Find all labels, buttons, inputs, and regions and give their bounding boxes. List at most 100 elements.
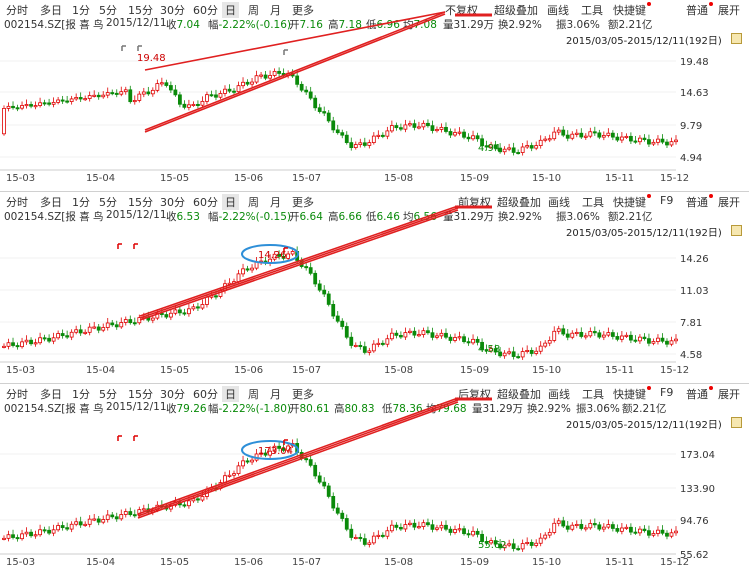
shortcut-button[interactable]: 快捷键 [613,2,651,18]
candle-down [110,322,115,326]
candle-up [471,135,475,140]
y-axis-tick-label: 9.79 [680,121,702,132]
kline-chart[interactable]: 19.48 14.63 9.79 4.94 15-03 15-04 15-05 15-06 15… [0,0,749,192]
x-axis-tick-label: 15-04 [86,173,115,184]
period-tab-multiday[interactable]: 多日 [40,196,62,209]
trend-annotation-line [137,397,459,515]
period-tab-timeshare[interactable]: 分时 [6,4,28,17]
period-tab-timeshare[interactable]: 分时 [6,196,28,209]
overlay-button[interactable]: 超级叠加 [494,4,538,17]
calendar-icon[interactable] [731,417,742,428]
x-axis-tick-label: 15-11 [605,173,634,184]
period-tab-day[interactable]: 日 [222,386,239,402]
candle-down [42,102,47,105]
candle-up [105,514,110,520]
period-tab-1min[interactable]: 1分 [72,388,90,401]
period-tab-more[interactable]: 更多 [292,388,314,401]
period-tab-more[interactable]: 更多 [292,196,314,209]
candle-down [304,89,309,93]
period-tab-day[interactable]: 日 [222,194,239,210]
period-tab-15min[interactable]: 15分 [128,196,153,209]
candle-down [15,345,20,348]
period-tab-5min[interactable]: 5分 [99,196,117,209]
period-tab-60min[interactable]: 60分 [193,196,218,209]
candle-up [250,459,254,463]
tools-button[interactable]: 工具 [582,388,604,401]
calendar-icon[interactable] [731,225,742,236]
tools-button[interactable]: 工具 [582,196,604,209]
normal-mode-button[interactable]: 普通 [686,386,713,402]
candle-up [376,534,381,537]
candle-down [335,129,340,134]
draw-line-button[interactable]: 画线 [548,196,570,209]
draw-line-button[interactable]: 画线 [548,388,570,401]
period-tab-timeshare[interactable]: 分时 [6,388,28,401]
period-tab-30min[interactable]: 30分 [160,388,185,401]
period-tab-30min[interactable]: 30分 [160,4,185,17]
period-tab-week[interactable]: 周 [248,388,259,401]
period-tab-month[interactable]: 月 [270,388,281,401]
calendar-icon[interactable] [731,33,742,44]
expand-button[interactable]: 展开 [718,196,740,209]
overlay-button[interactable]: 超级叠加 [497,196,541,209]
expand-button[interactable]: 展开 [718,388,740,401]
period-tab-1min[interactable]: 1分 [72,4,90,17]
candle-down [146,91,151,95]
period-tab-15min[interactable]: 15分 [128,4,153,17]
period-tab-multiday[interactable]: 多日 [40,4,62,17]
normal-mode-button[interactable]: 普通 [686,194,713,210]
x-axis-tick-label: 15-05 [160,557,189,568]
period-tab-15min[interactable]: 15分 [128,388,153,401]
shortcut-button[interactable]: 快捷键 [613,386,651,402]
candle-down [164,314,169,318]
candle-down [394,125,399,129]
candle-down [615,528,620,532]
candle-down [561,129,566,136]
period-tab-60min[interactable]: 60分 [193,4,218,17]
period-tab-month[interactable]: 月 [270,4,281,17]
candle-down [358,344,363,348]
period-tab-week[interactable]: 周 [248,196,259,209]
candle-up [2,345,6,348]
draw-line-button[interactable]: 画线 [547,4,569,17]
period-tab-60min[interactable]: 60分 [193,388,218,401]
f9-button[interactable]: F9 [660,386,674,399]
candle-up [268,450,272,456]
kline-chart[interactable]: 14.26 11.03 7.81 4.58 15-03 15-04 15-05 15-06 15… [0,192,749,384]
candle-down [660,337,665,342]
candle-down [322,481,327,487]
candle-up [367,142,372,146]
period-tab-day[interactable]: 日 [222,2,239,18]
period-tab-5min[interactable]: 5分 [99,388,117,401]
tools-button[interactable]: 工具 [581,4,603,17]
candle-down [114,516,119,520]
candle-down [182,312,187,315]
period-tab-more[interactable]: 更多 [292,4,314,17]
y-axis-tick-label: 173.04 [680,450,715,461]
period-tab-month[interactable]: 月 [270,196,281,209]
change-value: -2.22%(-1.80) [218,403,292,415]
candle-down [430,524,435,530]
overlay-button[interactable]: 超级叠加 [497,388,541,401]
period-tab-1min[interactable]: 1分 [72,196,90,209]
period-tab-week[interactable]: 周 [248,4,259,17]
candle-up [601,526,606,530]
f9-button[interactable]: F9 [660,194,674,207]
candle-up [200,304,205,309]
period-tab-multiday[interactable]: 多日 [40,388,62,401]
date-range: 2015/03/05-2015/12/11(192日) [566,420,722,431]
candle-down [462,131,466,138]
candle-down [322,111,327,114]
shortcut-button[interactable]: 快捷键 [613,194,651,210]
candle-down [128,319,133,324]
candle-down [561,328,566,335]
candle-down [642,336,647,340]
normal-mode-button[interactable]: 普通 [686,2,713,18]
expand-button[interactable]: 展开 [718,4,740,17]
date-range: 2015/03/05-2015/12/11(192日) [566,36,722,47]
candle-up [489,144,493,148]
kline-chart[interactable]: 173.04 133.90 94.76 55.62 15-03 15-04 15-05 15-… [0,384,749,576]
period-tab-5min[interactable]: 5分 [99,4,117,17]
period-tab-30min[interactable]: 30分 [160,196,185,209]
x-axis-tick-label: 15-04 [86,557,115,568]
